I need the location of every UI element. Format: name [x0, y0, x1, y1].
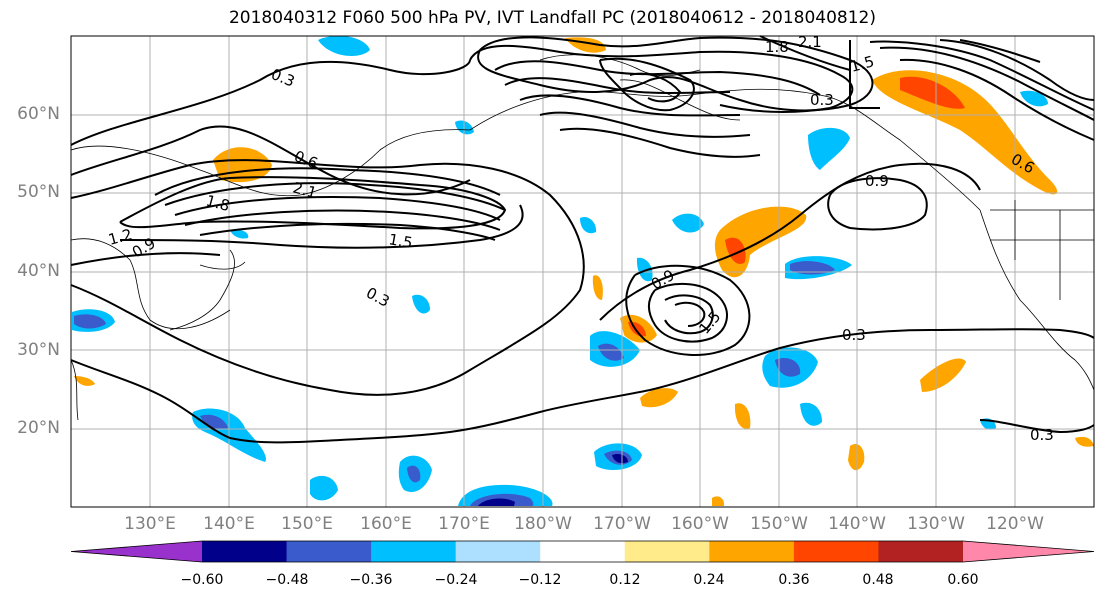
lat-label: 20°N: [17, 418, 60, 438]
negative-anomaly: [808, 127, 850, 170]
shading-layer: [72, 35, 1094, 506]
contour-label: 2.1: [798, 33, 822, 51]
colorbar-segment: [286, 541, 372, 562]
lon-label: 160°W: [671, 514, 729, 534]
lon-label: 140°E: [203, 514, 255, 534]
contour-label: 1.2: [106, 225, 134, 249]
colorbar-segment: [624, 541, 710, 562]
positive-anomaly: [920, 358, 966, 392]
lon-label: 160°E: [360, 514, 412, 534]
colorbar-tick-label: 0.60: [947, 572, 979, 588]
positive-anomaly: [725, 237, 746, 264]
lon-label: 130°W: [907, 514, 965, 534]
lon-label: 130°E: [124, 514, 176, 534]
negative-anomaly: [800, 402, 822, 426]
colorbar-segment: [793, 541, 879, 562]
colorbar-segment: [709, 541, 795, 562]
negative-anomaly: [1020, 90, 1048, 107]
lon-label: 180°W: [514, 514, 572, 534]
negative-anomaly: [412, 294, 430, 314]
lon-label: 120°W: [986, 514, 1044, 534]
negative-anomaly: [775, 357, 801, 377]
negative-anomaly: [672, 213, 704, 233]
lat-label: 30°N: [17, 340, 60, 360]
contour-label: 0.3: [842, 326, 866, 344]
colorbar-tick-label: −0.24: [434, 572, 478, 588]
negative-anomaly: [478, 498, 515, 506]
colorbar-segment: [878, 541, 964, 562]
positive-anomaly: [900, 76, 965, 109]
colorbar-segment: [455, 541, 541, 562]
pv-contours: [70, 35, 1095, 444]
negative-anomaly: [790, 261, 835, 275]
lat-label: 50°N: [17, 182, 60, 202]
contour-label: 1.8: [765, 38, 789, 56]
lon-label: 150°W: [750, 514, 808, 534]
contour-label: 1.8: [204, 191, 232, 215]
contour-label: 2.1: [291, 178, 319, 202]
contour-label: 1.5: [848, 52, 876, 76]
positive-anomaly: [1075, 436, 1094, 447]
lat-label: 60°N: [17, 104, 60, 124]
positive-anomaly: [712, 496, 725, 506]
lon-label: 150°E: [281, 514, 333, 534]
positive-anomaly: [734, 403, 751, 429]
colorbar-tick-label: 0.48: [862, 572, 894, 588]
positive-anomaly: [592, 275, 603, 300]
negative-anomaly: [580, 216, 597, 234]
colorbar-segment: [202, 541, 288, 562]
colorbar-segment: [71, 541, 202, 562]
gridlines: [71, 36, 1094, 507]
contour-label: 0.9: [865, 172, 889, 190]
contour-label: 0.3: [1030, 426, 1054, 444]
colorbar-tick-label: 0.12: [609, 572, 641, 588]
lon-label: 170°E: [438, 514, 490, 534]
negative-anomaly: [74, 314, 106, 329]
negative-anomaly: [598, 343, 624, 361]
negative-anomaly: [230, 229, 249, 239]
lon-label: 170°W: [593, 514, 651, 534]
figure-title: 2018040312 F060 500 hPa PV, IVT Landfall…: [228, 8, 876, 28]
colorbar-tick-label: 0.36: [778, 572, 810, 588]
contour-label: 1.5: [387, 230, 414, 252]
positive-anomaly: [848, 443, 865, 471]
negative-anomaly: [612, 453, 628, 464]
colorbar-segment: [963, 541, 1094, 562]
colorbar-tick-label: −0.12: [518, 572, 562, 588]
colorbar-tick-label: −0.48: [265, 572, 309, 588]
positive-anomaly: [74, 376, 95, 386]
colorbar-tick-label: 0.24: [693, 572, 725, 588]
colorbar-tick-label: −0.36: [349, 572, 393, 588]
lat-label: 40°N: [17, 261, 60, 281]
negative-anomaly: [636, 257, 653, 282]
negative-anomaly: [310, 475, 338, 501]
negative-anomaly: [407, 465, 421, 483]
colorbar: [70, 540, 1095, 563]
map-frame: [70, 35, 1095, 508]
lon-label: 140°W: [828, 514, 886, 534]
colorbar-segment: [540, 541, 626, 562]
positive-anomaly: [872, 70, 1058, 195]
negative-anomaly: [200, 414, 228, 430]
colorbar-outline: [70, 540, 1095, 563]
colorbar-segment: [371, 541, 457, 562]
contour-label: 0.3: [810, 91, 834, 109]
negative-anomaly: [318, 35, 370, 56]
positive-anomaly: [640, 388, 678, 408]
colorbar-tick-label: −0.60: [180, 572, 224, 588]
